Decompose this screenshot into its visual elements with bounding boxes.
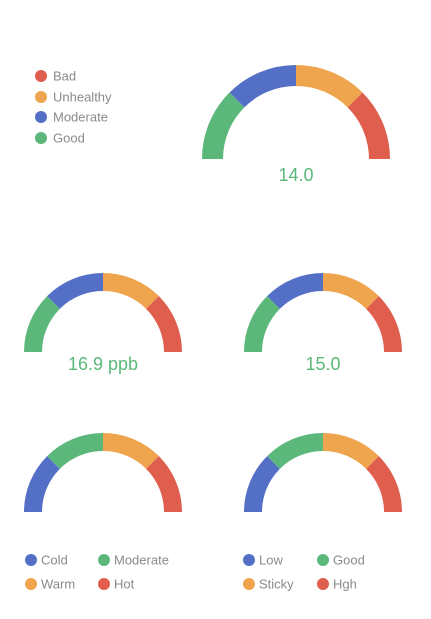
gauge-5-arcs xyxy=(244,433,402,512)
gauge-5-segment-sticky[interactable] xyxy=(323,433,379,469)
gauge-1-value: 14.0 xyxy=(278,165,313,185)
gauge-1-segment-good[interactable] xyxy=(202,92,245,159)
legend-label-moderate[interactable]: Moderate xyxy=(114,553,169,568)
gauge-1-segment-bad[interactable] xyxy=(347,92,390,159)
gauge-2-segment-moderate[interactable] xyxy=(47,273,103,309)
legend-marker-moderate[interactable] xyxy=(35,111,47,123)
legend-label-unhealthy[interactable]: Unhealthy xyxy=(53,90,112,105)
legend-marker-warm[interactable] xyxy=(25,578,37,590)
gauge-3-segment-bad[interactable] xyxy=(366,296,402,352)
gauge-1-arcs xyxy=(202,65,390,159)
gauge-5 xyxy=(244,433,402,512)
gauge-4-segment-moderate[interactable] xyxy=(47,433,103,469)
legend-marker-moderate[interactable] xyxy=(98,554,110,566)
gauge-2-segment-unhealthy[interactable] xyxy=(103,273,159,309)
gauge-5-legend: Low Good Sticky Hgh xyxy=(243,553,365,592)
gauge-1: 14.0 xyxy=(202,65,390,185)
legend-label-hot[interactable]: Hot xyxy=(114,577,135,592)
legend-marker-good[interactable] xyxy=(35,132,47,144)
legend-marker-hgh[interactable] xyxy=(317,578,329,590)
legend-label-good[interactable]: Good xyxy=(53,131,85,146)
legend-marker-hot[interactable] xyxy=(98,578,110,590)
gauge-4-segment-cold[interactable] xyxy=(24,456,60,512)
gauge-5-segment-good[interactable] xyxy=(267,433,323,469)
legend-label-moderate[interactable]: Moderate xyxy=(53,110,108,125)
gauge-4-arcs xyxy=(24,433,182,512)
gauge-2-arcs xyxy=(24,273,182,352)
legend-marker-unhealthy[interactable] xyxy=(35,91,47,103)
legend-marker-low[interactable] xyxy=(243,554,255,566)
legend-marker-cold[interactable] xyxy=(25,554,37,566)
legend-label-hgh[interactable]: Hgh xyxy=(333,577,357,592)
gauge-2-value: 16.9 ppb xyxy=(68,354,138,374)
gauge-4-segment-hot[interactable] xyxy=(146,456,182,512)
legend-label-good[interactable]: Good xyxy=(333,553,365,568)
gauge-5-segment-hgh[interactable] xyxy=(366,456,402,512)
gauge-3-arcs xyxy=(244,273,402,352)
gauge-1-segment-unhealthy[interactable] xyxy=(296,65,363,108)
gauge-1-legend: Bad Unhealthy Moderate Good xyxy=(35,69,112,146)
legend-label-sticky[interactable]: Sticky xyxy=(259,577,294,592)
legend-label-low[interactable]: Low xyxy=(259,553,283,568)
gauge-3: 15.0 xyxy=(244,273,402,374)
gauge-3-value: 15.0 xyxy=(305,354,340,374)
legend-marker-good[interactable] xyxy=(317,554,329,566)
legend-label-bad[interactable]: Bad xyxy=(53,69,76,84)
gauge-3-segment-unhealthy[interactable] xyxy=(323,273,379,309)
gauge-2-segment-good[interactable] xyxy=(24,296,60,352)
gauge-2: 16.9 ppb xyxy=(24,273,182,374)
gauge-3-segment-good[interactable] xyxy=(244,296,280,352)
gauge-4 xyxy=(24,433,182,512)
gauge-4-segment-warm[interactable] xyxy=(103,433,159,469)
legend-label-warm[interactable]: Warm xyxy=(41,577,75,592)
legend-label-cold[interactable]: Cold xyxy=(41,553,68,568)
gauge-5-segment-low[interactable] xyxy=(244,456,280,512)
legend-marker-sticky[interactable] xyxy=(243,578,255,590)
gauge-4-legend: Cold Moderate Warm Hot xyxy=(25,553,169,592)
legend-marker-bad[interactable] xyxy=(35,70,47,82)
gauge-1-segment-moderate[interactable] xyxy=(229,65,296,108)
gauge-2-segment-bad[interactable] xyxy=(146,296,182,352)
gauge-3-segment-moderate[interactable] xyxy=(267,273,323,309)
